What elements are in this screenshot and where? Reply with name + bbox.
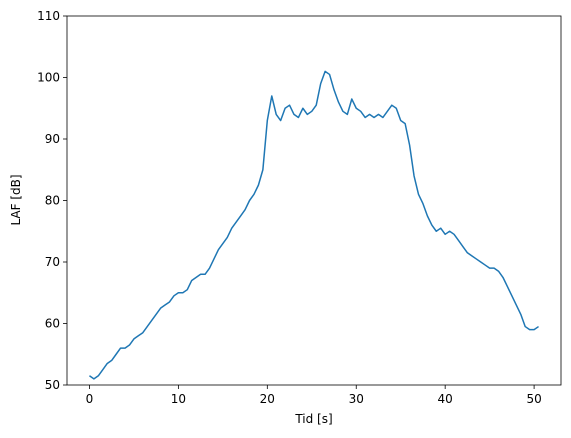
x-tick-label: 10 bbox=[171, 392, 186, 406]
y-tick-label: 50 bbox=[45, 378, 60, 392]
x-tick-label: 30 bbox=[349, 392, 364, 406]
y-tick-label: 90 bbox=[45, 132, 60, 146]
y-tick-label: 70 bbox=[45, 255, 60, 269]
line-series bbox=[89, 70, 539, 380]
y-tick-label: 110 bbox=[37, 9, 60, 23]
y-tick-label: 60 bbox=[45, 317, 60, 331]
y-axis-label: LAF [dB] bbox=[9, 174, 23, 225]
y-tick-label: 100 bbox=[37, 71, 60, 85]
x-axis-label: Tid [s] bbox=[294, 412, 332, 426]
x-tick-label: 50 bbox=[526, 392, 541, 406]
y-tick-label: 80 bbox=[45, 194, 60, 208]
x-tick-label: 40 bbox=[438, 392, 453, 406]
x-tick-label: 0 bbox=[86, 392, 94, 406]
x-tick-label: 20 bbox=[260, 392, 275, 406]
axes-frame bbox=[66, 15, 562, 386]
